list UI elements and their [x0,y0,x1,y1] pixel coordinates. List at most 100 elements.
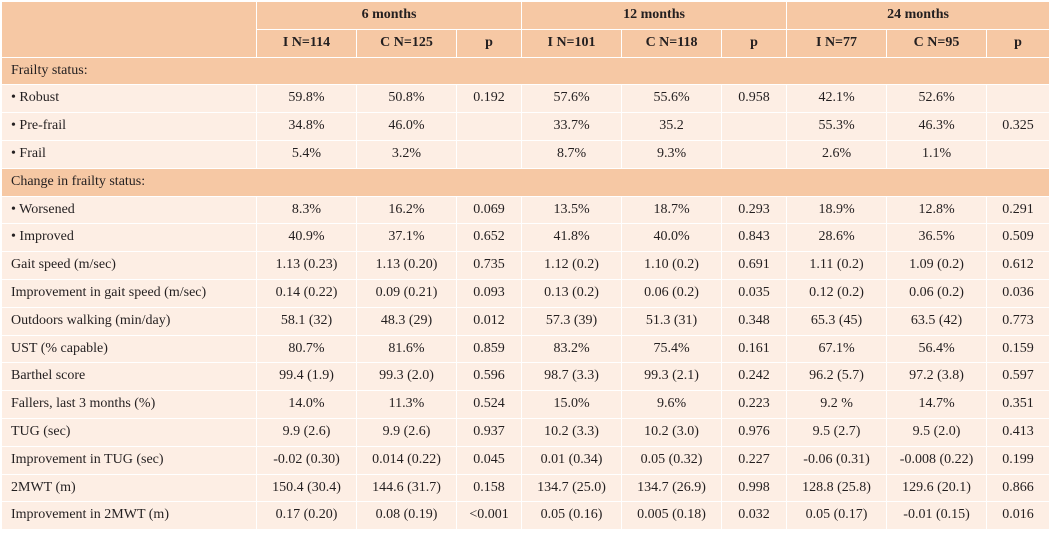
table-cell: 8.3% [256,195,357,225]
table-cell: 59.8% [256,84,357,114]
table-row: Improvement in gait speed (m/sec) 0.14 (… [1,278,1050,308]
table-cell: 0.05 (0.17) [786,501,888,531]
row-label: Improvement in TUG (sec) [1,445,257,475]
table-row: Outdoors walking (min/day) 58.1 (32) 48.… [1,306,1050,336]
table-cell: 0.351 [986,390,1050,419]
table-cell: 57.3 (39) [521,306,623,336]
table-row: Gait speed (m/sec) 1.13 (0.23) 1.13 (0.2… [1,251,1050,280]
table-cell: 0.937 [455,417,523,447]
table-cell: 0.06 (0.2) [621,278,723,308]
table-cell: 14.7% [886,390,988,419]
table-cell: 1.12 (0.2) [521,251,623,280]
table-cell: 14.0% [256,390,357,419]
col-intervention-6m: I N=114 [256,28,357,58]
table-cell: 55.6% [621,84,723,114]
table-cell: 18.9% [786,195,888,225]
table-cell: 0.069 [455,195,523,225]
table-row: • Robust 59.8% 50.8% 0.192 57.6% 55.6% 0… [1,84,1050,114]
table-cell: 1.09 (0.2) [886,251,988,280]
table-cell: 0.773 [986,306,1050,336]
row-label: 2MWT (m) [1,473,257,503]
table-cell: -0.01 (0.15) [886,501,988,531]
row-label: Fallers, last 3 months (%) [1,390,257,419]
row-label: Improvement in gait speed (m/sec) [1,278,257,308]
table-cell [721,139,788,169]
table-cell: 41.8% [521,223,623,253]
table-cell: 33.7% [521,112,623,141]
table-cell: 18.7% [621,195,723,225]
table-cell: 0.012 [455,306,523,336]
table-cell: 0.05 (0.16) [521,501,623,531]
table-cell [455,139,523,169]
table-cell: 0.13 (0.2) [521,278,623,308]
table-cell: 0.242 [721,362,788,392]
group-12-months: 12 months [521,1,788,30]
table-cell: 12.8% [886,195,988,225]
col-p-12m: p [721,28,788,58]
table-cell: 0.08 (0.19) [356,501,457,531]
table-cell: 0.652 [455,223,523,253]
table-cell: 1.1% [886,139,988,169]
header-blank [1,1,257,58]
table-cell: 50.8% [356,84,457,114]
table-row: • Worsened 8.3% 16.2% 0.069 13.5% 18.7% … [1,195,1050,225]
table-cell: 5.4% [256,139,357,169]
table-cell: 51.3 (31) [621,306,723,336]
table-cell: 134.7 (26.9) [621,473,723,503]
table-cell: 83.2% [521,334,623,364]
table-cell: 48.3 (29) [356,306,457,336]
table-cell: 0.223 [721,390,788,419]
row-label: UST (% capable) [1,334,257,364]
section-label: Frailty status: [0,56,1050,86]
table-cell: -0.06 (0.31) [786,445,888,475]
table-row: • Pre-frail 34.8% 46.0% 33.7% 35.2 55.3%… [1,112,1050,141]
row-label: Gait speed (m/sec) [1,251,257,280]
table-cell: 0.14 (0.22) [256,278,357,308]
table-row: 2MWT (m) 150.4 (30.4) 144.6 (31.7) 0.158… [1,473,1050,503]
table-cell: 10.2 (3.0) [621,417,723,447]
row-label: • Worsened [1,195,257,225]
table-cell: 0.12 (0.2) [786,278,888,308]
group-6-months: 6 months [255,1,523,30]
table-cell: 0.227 [721,445,788,475]
section-label: Change in frailty status: [0,167,1050,197]
table-cell: 1.13 (0.20) [356,251,457,280]
table-cell: 0.192 [455,84,523,114]
table-cell: 9.3% [621,139,723,169]
table-cell: 9.9 (2.6) [356,417,457,447]
table-row: Fallers, last 3 months (%) 14.0% 11.3% 0… [1,390,1050,419]
table-cell: 0.005 (0.18) [621,501,723,531]
table-cell: 57.6% [521,84,623,114]
table-cell: 9.2 % [786,390,888,419]
table-cell: 0.325 [986,112,1050,141]
table-cell: 99.4 (1.9) [256,362,357,392]
table-cell: 0.161 [721,334,788,364]
table-cell: 9.9 (2.6) [256,417,357,447]
row-label: TUG (sec) [1,417,257,447]
table-cell: 0.032 [721,501,788,531]
table-cell: 129.6 (20.1) [886,473,988,503]
table-cell: 81.6% [356,334,457,364]
table-row: UST (% capable) 80.7% 81.6% 0.859 83.2% … [1,334,1050,364]
table-cell: 34.8% [256,112,357,141]
table-cell: 3.2% [356,139,457,169]
row-label: • Robust [1,84,257,114]
table-cell: -0.02 (0.30) [256,445,357,475]
table-cell: 0.05 (0.32) [621,445,723,475]
col-control-12m: C N=118 [621,28,723,58]
table-cell: 75.4% [621,334,723,364]
table-cell: 65.3 (45) [786,306,888,336]
table-cell: 0.158 [455,473,523,503]
row-label: • Frail [1,139,257,169]
row-label: • Improved [1,223,257,253]
section-change-in-frailty: Change in frailty status: [0,167,1050,197]
table-cell: 0.348 [721,306,788,336]
row-label: Barthel score [1,362,257,392]
table-cell: 11.3% [356,390,457,419]
subcolumn-header-row: I N=114 C N=125 p I N=101 C N=118 p I N=… [2,28,1050,58]
table-cell: 40.0% [621,223,723,253]
table-cell: 0.045 [455,445,523,475]
table-cell [455,112,523,141]
table-cell: 42.1% [786,84,888,114]
